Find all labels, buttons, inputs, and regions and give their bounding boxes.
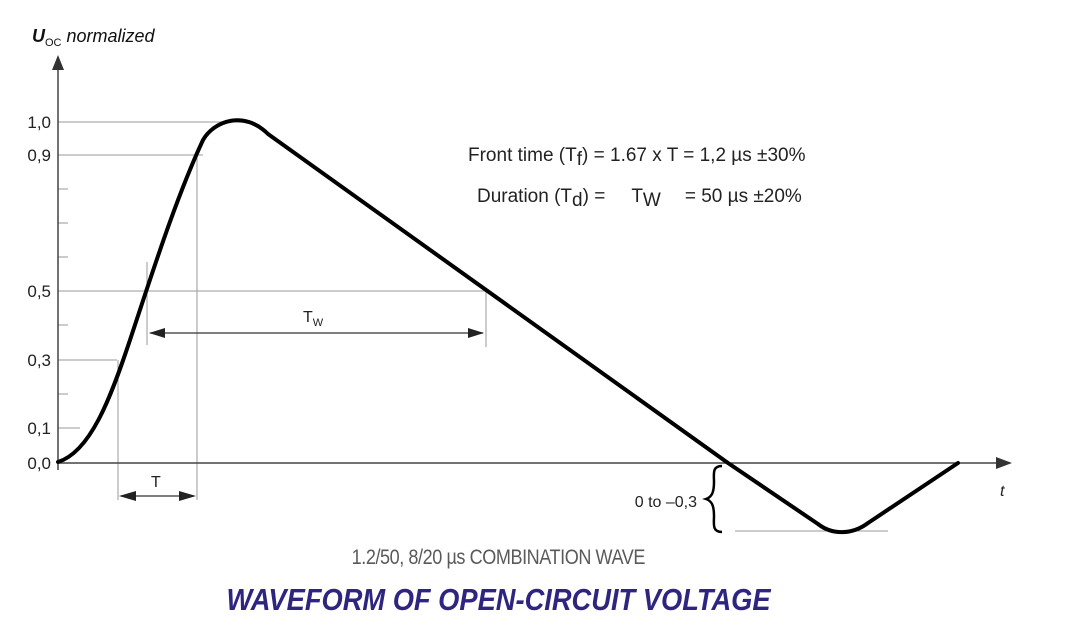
front-time-formula: Front time (Tf) = 1.67 x T = 1,2 µs ±30%	[468, 145, 806, 170]
t-arrow-right	[179, 491, 196, 501]
waveform-curve	[56, 118, 960, 535]
x-axis-arrowhead	[996, 457, 1012, 469]
axes	[57, 62, 1000, 470]
y-tick-label: 0,0	[27, 454, 51, 473]
x-axis-label: t	[1000, 483, 1005, 500]
figure-title: WAVEFORM OF OPEN-CIRCUIT VOLTAGE	[226, 582, 771, 617]
y-axis-arrowhead	[52, 55, 64, 70]
tw-arrow-right	[468, 328, 484, 338]
y-minor-ticks	[58, 188, 68, 395]
duration-formula: Duration (Td) = TW = 50 µs ±20%	[477, 186, 802, 211]
t-arrow-left	[119, 491, 136, 501]
tw-label: TW	[303, 309, 324, 329]
y-tick-label: 1,0	[27, 113, 51, 132]
vertical-guides	[117, 155, 487, 500]
tw-arrow-left	[149, 328, 165, 338]
y-tick-labels: 1,0 0,9 0,5 0,3 0,1 0,0	[27, 113, 51, 473]
undershoot-label: 0 to –0,3	[635, 494, 697, 511]
t-label: T	[151, 474, 161, 491]
reference-lines	[58, 121, 888, 532]
t-dimension	[119, 491, 196, 501]
y-tick-label: 0,3	[27, 351, 51, 370]
tw-dimension	[149, 328, 484, 338]
figure-subtitle: 1.2/50, 8/20 µs COMBINATION WAVE	[351, 546, 646, 569]
y-tick-label: 0,1	[27, 419, 51, 438]
y-axis-label: UOC normalized	[32, 26, 156, 49]
undershoot-brace	[702, 464, 723, 534]
y-tick-label: 0,5	[27, 282, 51, 301]
y-tick-label: 0,9	[27, 146, 51, 165]
